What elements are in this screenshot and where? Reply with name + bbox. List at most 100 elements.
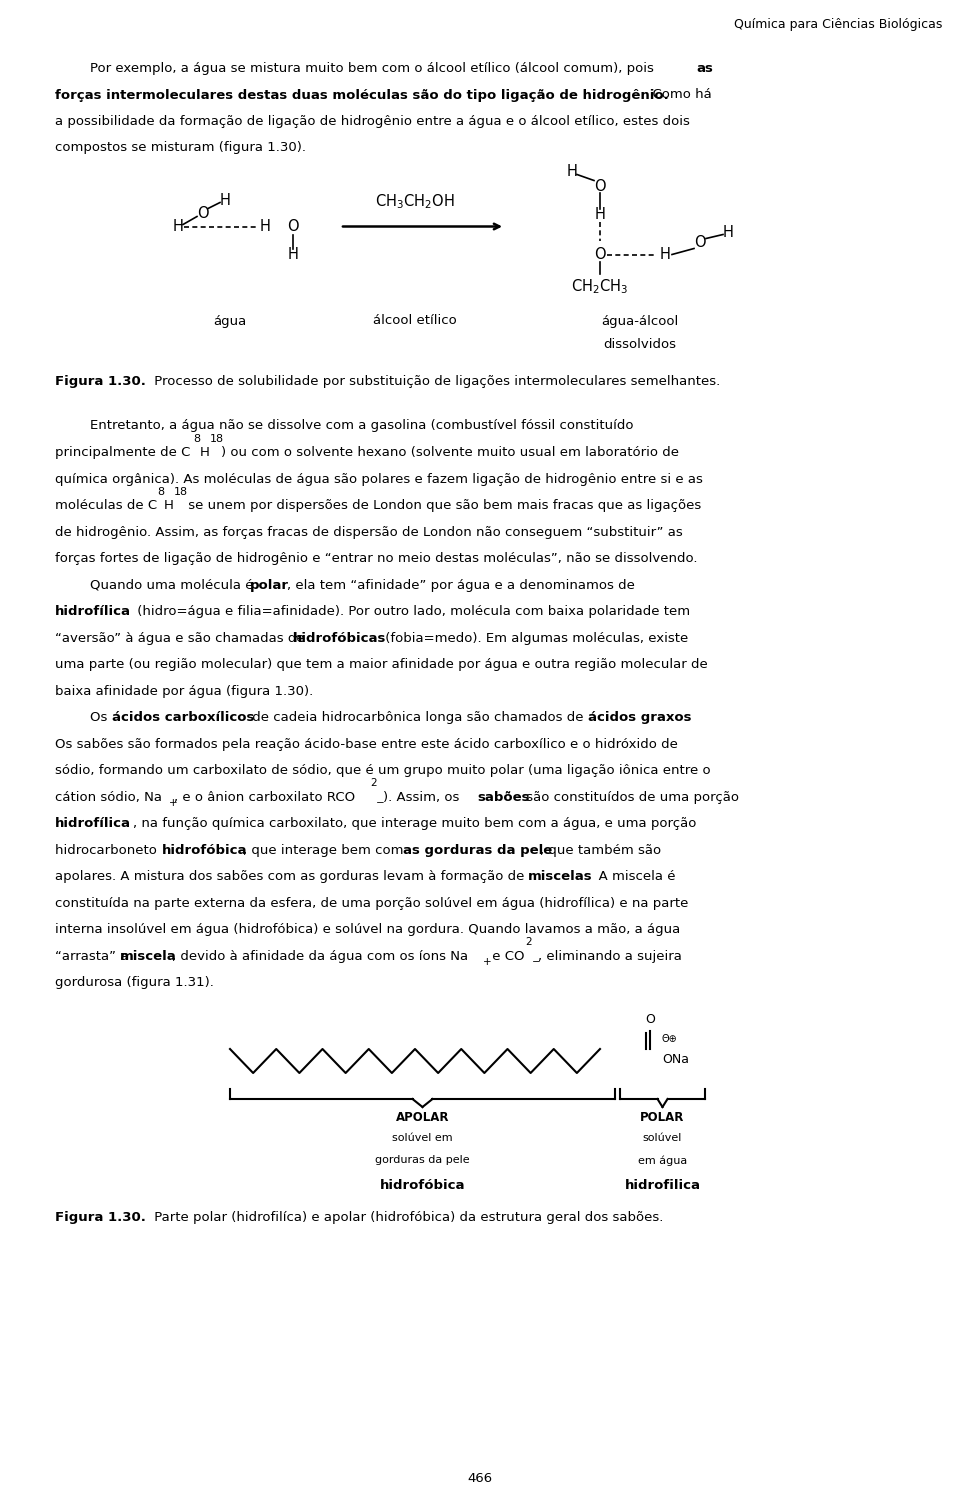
Text: (hidro=água e filia=afinidade). Por outro lado, molécula com baixa polaridade te: (hidro=água e filia=afinidade). Por outr… [133,604,690,618]
Text: O: O [287,219,299,234]
Text: sabões: sabões [477,791,530,803]
Text: solúvel: solúvel [643,1133,683,1142]
Text: 18: 18 [210,434,224,445]
Text: e CO: e CO [488,949,524,963]
Text: Entretanto, a água não se dissolve com a gasolina (combustível fóssil constituíd: Entretanto, a água não se dissolve com a… [90,419,634,433]
Text: as gorduras da pele: as gorduras da pele [403,844,552,856]
Text: química orgânica). As moléculas de água são polares e fazem ligação de hidrogêni: química orgânica). As moléculas de água … [55,473,703,485]
Text: 8: 8 [194,434,201,445]
Text: POLAR: POLAR [640,1111,684,1124]
Text: se unem por dispersões de London que são bem mais fracas que as ligações: se unem por dispersões de London que são… [184,499,702,512]
Text: 2: 2 [370,778,376,788]
Text: em água: em água [637,1154,687,1165]
Text: de cadeia hidrocarbônica longa são chamados de: de cadeia hidrocarbônica longa são chama… [248,711,588,723]
Text: hidrofílica: hidrofílica [55,604,131,618]
Text: +: + [169,797,178,808]
Text: H: H [200,446,210,460]
Text: 18: 18 [174,487,187,497]
Text: H: H [173,219,183,234]
Text: Química para Ciências Biológicas: Química para Ciências Biológicas [733,18,942,32]
Text: CH$_3$CH$_2$OH: CH$_3$CH$_2$OH [375,193,455,211]
Text: 466: 466 [468,1472,492,1484]
Text: −: − [376,797,385,808]
Text: (fobia=medo). Em algumas moléculas, existe: (fobia=medo). Em algumas moléculas, exis… [381,631,688,645]
Text: +: + [483,957,492,966]
Text: forças intermoleculares destas duas moléculas são do tipo ligação de hidrogênio.: forças intermoleculares destas duas molé… [55,89,669,101]
Text: O: O [197,206,209,222]
Text: moléculas de C: moléculas de C [55,499,157,512]
Text: 8: 8 [157,487,164,497]
Text: O: O [645,1013,655,1026]
Text: Θ⊕: Θ⊕ [662,1034,678,1044]
Text: gordurosa (figura 1.31).: gordurosa (figura 1.31). [55,977,214,989]
Text: Os sabões são formados pela reação ácido-base entre este ácido carboxílico e o h: Os sabões são formados pela reação ácido… [55,737,678,750]
Text: H: H [566,164,577,179]
Text: miscelas: miscelas [528,870,592,883]
Text: Parte polar (hidrofilíca) e apolar (hidrofóbica) da estrutura geral dos sabões.: Parte polar (hidrofilíca) e apolar (hidr… [150,1212,663,1224]
Text: hidrofóbicas: hidrofóbicas [293,631,386,645]
Text: ). Assim, os: ). Assim, os [383,791,464,803]
Text: Figura 1.30.: Figura 1.30. [55,375,146,387]
Text: hidrofilica: hidrofilica [625,1178,701,1192]
Text: são constituídos de uma porção: são constituídos de uma porção [522,791,739,803]
Text: “aversão” à água e são chamadas de: “aversão” à água e são chamadas de [55,631,309,645]
Text: H: H [259,219,271,234]
Text: , ela tem “afinidade” por água e a denominamos de: , ela tem “afinidade” por água e a denom… [287,579,635,592]
Text: .  A miscela é: . A miscela é [587,870,676,883]
Text: uma parte (ou região molecular) que tem a maior afinidade por água e outra regiã: uma parte (ou região molecular) que tem … [55,659,708,671]
Text: , que interage bem com: , que interage bem com [243,844,408,856]
Text: O: O [694,235,706,250]
Text: APOLAR: APOLAR [396,1111,449,1124]
Text: Figura 1.30.: Figura 1.30. [55,1212,146,1224]
Text: apolares. A mistura dos sabões com as gorduras levam à formação de: apolares. A mistura dos sabões com as go… [55,870,529,883]
Text: miscela: miscela [120,949,177,963]
Text: polar: polar [250,579,289,592]
Text: “arrasta” a: “arrasta” a [55,949,132,963]
Text: H: H [163,499,174,512]
Text: Processo de solubilidade por substituição de ligações intermoleculares semelhant: Processo de solubilidade por substituiçã… [150,375,720,387]
Text: H: H [220,193,230,208]
Text: principalmente de C: principalmente de C [55,446,190,460]
Text: interna insolúvel em água (hidrofóbica) e solúvel na gordura. Quando lavamos a m: interna insolúvel em água (hidrofóbica) … [55,922,681,936]
Text: ) ou com o solvente hexano (solvente muito usual em laboratório de: ) ou com o solvente hexano (solvente mui… [221,446,679,460]
Text: 2: 2 [525,936,532,946]
Text: CH$_2$CH$_3$: CH$_2$CH$_3$ [571,277,629,295]
Text: , e o ânion carboxilato RCO: , e o ânion carboxilato RCO [174,791,355,803]
Text: as: as [696,62,712,75]
Text: álcool etílico: álcool etílico [373,315,457,327]
Text: baixa afinidade por água (figura 1.30).: baixa afinidade por água (figura 1.30). [55,684,313,698]
Text: constituída na parte externa da esfera, de uma porção solúvel em água (hidrofíli: constituída na parte externa da esfera, … [55,897,688,910]
Text: Como há: Como há [644,89,711,101]
Text: , que também são: , que também são [540,844,661,856]
Text: de hidrogênio. Assim, as forças fracas de dispersão de London não conseguem “sub: de hidrogênio. Assim, as forças fracas d… [55,526,683,538]
Text: hidrofílica: hidrofílica [55,817,131,830]
Text: H: H [288,247,299,262]
Text: sódio, formando um carboxilato de sódio, que é um grupo muito polar (uma ligação: sódio, formando um carboxilato de sódio,… [55,764,710,778]
Text: cátion sódio, Na: cátion sódio, Na [55,791,162,803]
Text: , na função química carboxilato, que interage muito bem com a água, e uma porção: , na função química carboxilato, que int… [133,817,696,830]
Text: ONa: ONa [662,1052,689,1065]
Text: H: H [723,225,733,240]
Text: Por exemplo, a água se mistura muito bem com o álcool etílico (álcool comum), po: Por exemplo, a água se mistura muito bem… [90,62,659,75]
Text: hidrofóbica: hidrofóbica [162,844,248,856]
Text: −: − [532,957,540,966]
Text: forças fortes de ligação de hidrogênio e “entrar no meio destas moléculas”, não : forças fortes de ligação de hidrogênio e… [55,552,698,565]
Text: hidrofóbica: hidrofóbica [380,1178,466,1192]
Text: dissolvidos: dissolvidos [604,339,677,351]
Text: Quando uma molécula é: Quando uma molécula é [90,579,257,592]
Text: compostos se misturam (figura 1.30).: compostos se misturam (figura 1.30). [55,142,306,155]
Text: solúvel em: solúvel em [393,1133,453,1142]
Text: a possibilidade da formação de ligação de hidrogênio entre a água e o álcool etí: a possibilidade da formação de ligação d… [55,115,690,128]
Text: O: O [594,179,606,194]
Text: ácidos graxos: ácidos graxos [588,711,691,723]
Text: Os: Os [90,711,111,723]
Text: gorduras da pele: gorduras da pele [375,1154,469,1165]
Text: , devido à afinidade da água com os íons Na: , devido à afinidade da água com os íons… [172,949,468,963]
Text: .: . [684,711,687,723]
Text: H: H [660,247,670,262]
Text: hidrocarboneto: hidrocarboneto [55,844,161,856]
Text: ácidos carboxílicos: ácidos carboxílicos [111,711,253,723]
Text: água-álcool: água-álcool [601,315,679,327]
Text: , eliminando a sujeira: , eliminando a sujeira [539,949,683,963]
Text: água: água [213,315,247,327]
